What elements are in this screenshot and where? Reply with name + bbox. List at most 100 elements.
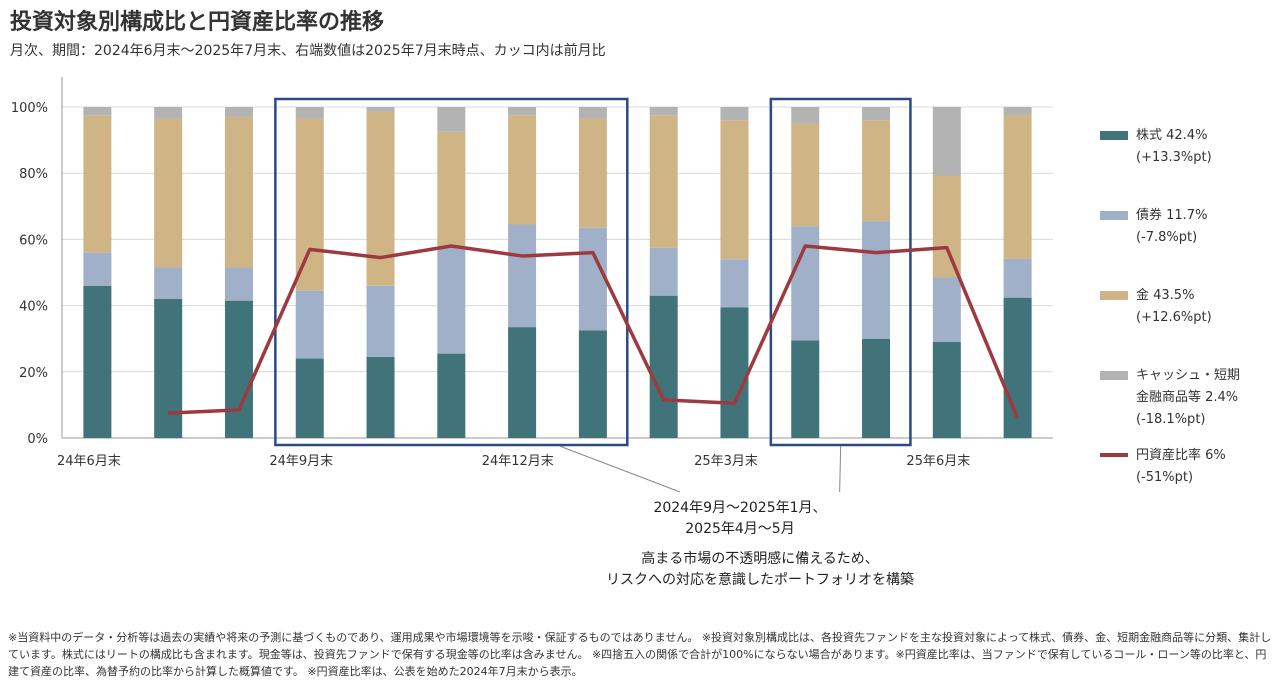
bar-bonds bbox=[1003, 258, 1032, 298]
bar-bonds bbox=[508, 224, 537, 328]
bar-gold bbox=[578, 118, 607, 228]
annotation-note: 高まる市場の不透明感に備えるため、 リスクへの対応を意識したポートフォリオを構築 bbox=[560, 549, 960, 591]
legend-label-stocks: 株式 42.4% bbox=[1136, 128, 1208, 143]
bar-stocks bbox=[83, 285, 112, 438]
y-tick-label: 0% bbox=[27, 432, 48, 447]
bar-stocks bbox=[649, 295, 678, 438]
annotation-connector bbox=[559, 445, 681, 493]
grid-lines bbox=[61, 77, 1053, 439]
highlight-box bbox=[274, 97, 629, 447]
annotation-period-line1: 2024年9月～2025年1月、 bbox=[653, 500, 827, 516]
bar-cash bbox=[437, 107, 466, 132]
bar-cash bbox=[295, 107, 324, 119]
annotation-connector bbox=[839, 445, 842, 493]
bar-gold bbox=[649, 115, 678, 248]
legend-label-bonds: 債券 11.7% bbox=[1136, 208, 1208, 223]
bar-gold bbox=[437, 131, 466, 248]
bar-gold bbox=[791, 123, 820, 227]
bar-stocks bbox=[508, 327, 537, 438]
bar-gold bbox=[862, 120, 891, 222]
bar-cash bbox=[366, 107, 395, 112]
bar-cash bbox=[578, 107, 607, 119]
bar-bonds bbox=[83, 252, 112, 286]
bar-bonds bbox=[437, 247, 466, 354]
bar-stocks bbox=[791, 340, 820, 438]
bar-gold bbox=[1003, 114, 1032, 259]
bar-gold bbox=[932, 175, 961, 278]
bar-cash bbox=[83, 107, 112, 116]
footnote: ※当資料中のデータ・分析等は過去の実績や将来の予測に基づくものであり、運用成果や… bbox=[8, 631, 1272, 678]
bar-cash bbox=[154, 107, 183, 119]
yen-ratio-line bbox=[168, 244, 1020, 419]
x-tick-label: 25年6月末 bbox=[906, 454, 970, 469]
legend-sub-stocks: (+13.3%pt) bbox=[1136, 150, 1212, 165]
chart-title: 投資対象別構成比と円資産比率の推移 bbox=[10, 10, 385, 35]
x-tick-label: 24年12月末 bbox=[482, 454, 554, 469]
legend-label-cash-2: 金融商品等 2.4% bbox=[1136, 390, 1239, 405]
bar-gold bbox=[83, 115, 112, 253]
x-tick-label: 24年6月末 bbox=[57, 454, 121, 469]
bar-bonds bbox=[224, 267, 253, 301]
bar-bonds bbox=[154, 267, 183, 299]
y-axis-ticks: 0% 20% 40% 60% 80% 100% bbox=[11, 101, 48, 447]
bar-cash bbox=[1003, 107, 1032, 115]
bar-stocks bbox=[224, 300, 253, 438]
bar-bonds bbox=[649, 247, 678, 296]
bar-gold bbox=[154, 118, 183, 268]
bar-cash bbox=[791, 107, 820, 124]
x-tick-label: 24年9月末 bbox=[269, 454, 333, 469]
bar-cash bbox=[720, 107, 749, 121]
bar-stocks bbox=[366, 356, 395, 438]
bar-cash bbox=[862, 107, 891, 121]
bar-stocks bbox=[154, 298, 183, 438]
bar-bonds bbox=[295, 290, 324, 359]
legend-sub-yen-ratio: (-51%pt) bbox=[1136, 470, 1194, 485]
bar-gold bbox=[366, 111, 395, 286]
legend-swatch-yen-ratio bbox=[1100, 453, 1128, 457]
bar-stocks bbox=[720, 307, 749, 438]
bar-cash bbox=[224, 107, 253, 117]
bar-cash bbox=[508, 107, 537, 116]
bar-stocks bbox=[862, 338, 891, 438]
bar-bonds bbox=[720, 259, 749, 308]
bar-stocks bbox=[578, 330, 607, 438]
legend-swatch-gold bbox=[1100, 291, 1128, 300]
legend-swatch-stocks bbox=[1100, 131, 1128, 140]
y-tick-label: 100% bbox=[11, 101, 48, 116]
y-tick-label: 40% bbox=[19, 300, 48, 315]
highlight-boxes bbox=[274, 97, 912, 447]
legend-label-cash: キャッシュ・短期 bbox=[1136, 368, 1241, 383]
legend-sub-cash: (-18.1%pt) bbox=[1136, 412, 1206, 427]
annotation-period: 2024年9月～2025年1月、 2025年4月～5月 bbox=[580, 498, 900, 540]
bar-bonds bbox=[578, 227, 607, 331]
annotation-connectors bbox=[559, 445, 842, 493]
y-tick-label: 60% bbox=[19, 233, 48, 248]
legend-swatch-bonds bbox=[1100, 211, 1128, 220]
annotation-note-line1: 高まる市場の不透明感に備えるため、 bbox=[641, 551, 879, 567]
bar-bonds bbox=[932, 277, 961, 343]
bar-stocks bbox=[295, 358, 324, 438]
legend-sub-bonds: (-7.8%pt) bbox=[1136, 230, 1198, 245]
annotation-note-line2: リスクへの対応を意識したポートフォリオを構築 bbox=[606, 572, 914, 588]
bar-bonds bbox=[366, 285, 395, 357]
y-tick-label: 20% bbox=[19, 366, 48, 381]
annotation-period-line2: 2025年4月～5月 bbox=[685, 521, 795, 537]
bar-stocks bbox=[437, 353, 466, 438]
bar-cash bbox=[932, 107, 961, 176]
x-axis-ticks: 24年6月末 24年9月末 24年12月末 25年3月末 25年6月末 bbox=[57, 454, 970, 469]
legend-swatch-cash bbox=[1100, 371, 1128, 380]
y-tick-label: 80% bbox=[19, 167, 48, 182]
bar-gold bbox=[224, 116, 253, 268]
legend-label-gold: 金 43.5% bbox=[1136, 288, 1195, 303]
bar-gold bbox=[295, 118, 324, 291]
chart-subtitle: 月次、期間：2024年6月末～2025年7月末、右端数値は2025年7月末時点、… bbox=[10, 43, 606, 59]
yen-ratio-line-layer bbox=[168, 244, 1020, 419]
legend-sub-gold: (+12.6%pt) bbox=[1136, 310, 1212, 325]
x-tick-label: 25年3月末 bbox=[694, 454, 758, 469]
bar-gold bbox=[508, 115, 537, 225]
legend-label-yen-ratio: 円資産比率 6% bbox=[1136, 448, 1226, 463]
bar-stocks bbox=[932, 342, 961, 438]
bar-cash bbox=[649, 107, 678, 116]
bar-bonds bbox=[862, 221, 891, 339]
